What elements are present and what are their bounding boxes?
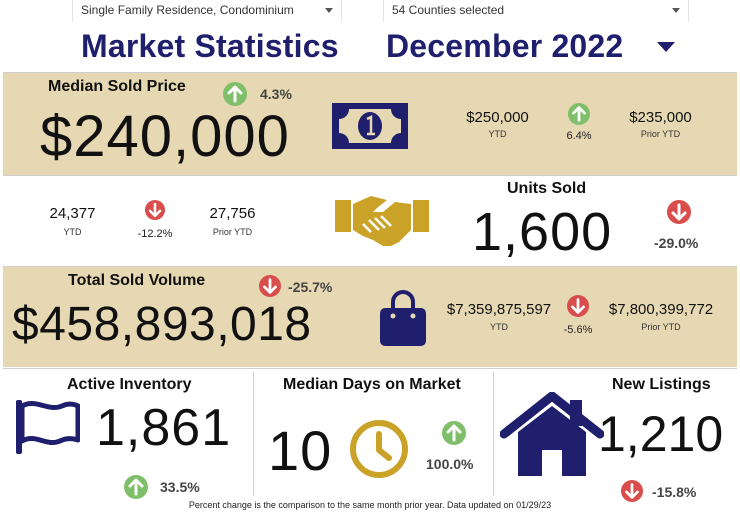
arrow-down-icon bbox=[145, 200, 165, 220]
new-listings-label: New Listings bbox=[612, 376, 711, 393]
period-dropdown-caret-icon[interactable] bbox=[657, 42, 675, 52]
total-sold-volume-ytd-value: $7,359,875,597 bbox=[446, 301, 552, 318]
total-sold-volume-value: $458,893,018 bbox=[12, 298, 312, 351]
arrow-down-icon bbox=[567, 295, 589, 317]
units-sold-ytd-change: -12.2% bbox=[137, 228, 173, 240]
money-bill-icon bbox=[330, 101, 410, 151]
median-sold-price-label: Median Sold Price bbox=[48, 78, 186, 95]
units-sold-change: -29.0% bbox=[654, 235, 699, 251]
active-inventory-label: Active Inventory bbox=[67, 376, 192, 393]
arrow-down-icon bbox=[259, 275, 281, 297]
arrow-up-icon bbox=[568, 103, 590, 125]
handshake-icon bbox=[333, 190, 431, 250]
total-sold-volume-change: -25.7% bbox=[288, 279, 333, 295]
counties-filter-value: 54 Counties selected bbox=[392, 3, 505, 17]
total-sold-volume-panel bbox=[3, 267, 737, 367]
arrow-up-icon bbox=[223, 82, 247, 106]
active-inventory-change: 33.5% bbox=[160, 479, 200, 495]
divider bbox=[3, 72, 737, 73]
units-sold-label: Units Sold bbox=[507, 180, 587, 197]
chevron-down-icon bbox=[672, 8, 680, 13]
total-sold-volume-ytd-label: YTD bbox=[490, 322, 508, 332]
page-title: Market Statistics bbox=[81, 28, 339, 64]
flag-icon bbox=[14, 398, 81, 456]
active-inventory-value: 1,861 bbox=[96, 399, 232, 457]
divider bbox=[3, 175, 737, 176]
divider bbox=[253, 372, 254, 496]
units-sold-prior-ytd-label: Prior YTD bbox=[212, 227, 253, 237]
clock-icon bbox=[348, 418, 410, 480]
arrow-down-icon bbox=[621, 480, 643, 502]
median-sold-price-ytd-value: $250,000 bbox=[466, 109, 529, 126]
arrow-up-icon bbox=[124, 475, 148, 499]
counties-filter[interactable]: 54 Counties selected bbox=[383, 0, 689, 22]
median-sold-price-prior-ytd-label: Prior YTD bbox=[640, 129, 681, 139]
property-type-filter[interactable]: Single Family Residence, Condominium bbox=[72, 0, 342, 22]
units-sold-value: 1,600 bbox=[472, 202, 613, 262]
median-sold-price-prior-ytd-value: $235,000 bbox=[629, 109, 692, 126]
units-sold-prior-ytd-value: 27,756 bbox=[209, 205, 256, 222]
shopping-bag-icon bbox=[378, 290, 428, 348]
median-days-on-market-change: 100.0% bbox=[426, 456, 474, 472]
new-listings-value: 1,210 bbox=[598, 406, 724, 462]
arrow-down-icon bbox=[667, 200, 691, 224]
total-sold-volume-prior-ytd-label: Prior YTD bbox=[641, 322, 681, 332]
total-sold-volume-ytd-change: -5.6% bbox=[563, 324, 593, 336]
median-days-on-market-label: Median Days on Market bbox=[283, 376, 461, 393]
footnote: Percent change is the comparison to the … bbox=[188, 500, 552, 510]
period-selector[interactable]: December 2022 bbox=[386, 28, 624, 64]
divider bbox=[3, 266, 737, 267]
arrow-up-icon bbox=[442, 421, 466, 445]
units-sold-ytd-value: 24,377 bbox=[49, 205, 96, 222]
property-type-filter-value: Single Family Residence, Condominium bbox=[81, 3, 294, 17]
median-sold-price-value: $240,000 bbox=[40, 104, 290, 169]
median-sold-price-ytd-change: 6.4% bbox=[566, 130, 592, 142]
median-days-on-market-value: 10 bbox=[268, 419, 333, 482]
total-sold-volume-prior-ytd-value: $7,800,399,772 bbox=[608, 301, 714, 318]
median-sold-price-ytd-label: YTD bbox=[488, 129, 507, 139]
median-sold-price-change: 4.3% bbox=[260, 86, 292, 102]
divider bbox=[3, 368, 737, 369]
chevron-down-icon bbox=[325, 8, 333, 13]
new-listings-change: -15.8% bbox=[652, 484, 697, 500]
divider bbox=[493, 372, 494, 496]
total-sold-volume-label: Total Sold Volume bbox=[68, 272, 206, 289]
units-sold-ytd-label: YTD bbox=[63, 227, 82, 237]
house-icon bbox=[499, 390, 605, 478]
